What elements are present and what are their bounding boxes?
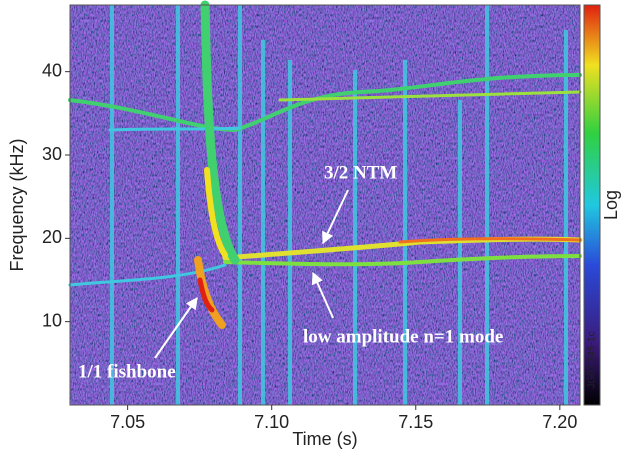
y-axis-label: Frequency (kHz) xyxy=(7,138,27,271)
x-tick-label: 7.05 xyxy=(110,412,145,432)
spectrogram: 3/2 NTM low amplitude n=1 mode 1/1 fishb… xyxy=(68,0,583,405)
y-tick-label: 10 xyxy=(42,310,62,330)
y-tick-label: 30 xyxy=(42,144,62,164)
broadband-bursts xyxy=(110,5,568,405)
annotation-arrows xyxy=(154,189,349,359)
plot-frame xyxy=(69,4,581,406)
figure-id: JG07.345-1c xyxy=(587,331,598,388)
y-tick-label: 40 xyxy=(42,60,62,80)
y-tick-label: 20 xyxy=(42,227,62,247)
x-tick-label: 7.20 xyxy=(542,412,577,432)
x-tick-label: 7.10 xyxy=(254,412,289,432)
colorbar-label: Log xyxy=(601,190,621,220)
annotation: 1/1 fishbone xyxy=(78,361,176,382)
mode-traces xyxy=(68,0,583,329)
annotation: 3/2 NTM xyxy=(324,162,397,183)
spectrogram-noise xyxy=(70,5,580,405)
colorbar xyxy=(583,4,601,406)
annotation: low amplitude n=1 mode xyxy=(303,326,503,347)
x-tick-label: 7.15 xyxy=(398,412,433,432)
x-axis-label: Time (s) xyxy=(292,429,357,449)
